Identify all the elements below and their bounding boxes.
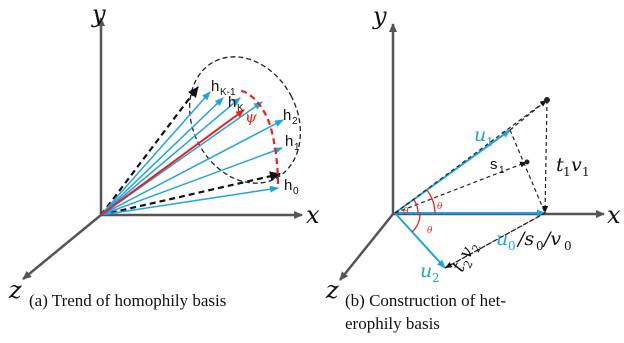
svg-text:u: u (496, 228, 508, 250)
theta-label-c: θ (427, 226, 433, 236)
label-t1v1: t 1 v 1 (556, 154, 590, 179)
axis-z-line-b (339, 213, 394, 281)
svg-text:h: h (211, 78, 219, 95)
svg-text:1: 1 (486, 135, 494, 149)
theta-arc-upper-outer (426, 189, 436, 214)
caption-a: (a) Trend of homophily basis (29, 291, 226, 310)
svg-text:2: 2 (432, 271, 440, 285)
dash-origin-to-top (394, 99, 548, 214)
svg-text:v: v (571, 154, 582, 176)
axis-z-label-b: z (325, 276, 339, 304)
svg-text:2: 2 (292, 116, 298, 127)
vector-u2 (394, 212, 446, 269)
axis-y-label-b: y (372, 2, 387, 30)
theta-label-b: θ (437, 202, 443, 212)
svg-text:s: s (490, 156, 498, 173)
vector-hK (100, 97, 224, 216)
svg-text:K-1: K-1 (220, 87, 236, 98)
trend-curve (237, 88, 280, 185)
cone-boundary-lower (100, 171, 281, 217)
dash-top-to-u0 (542, 99, 549, 214)
axis-z-line (22, 214, 102, 280)
svg-text:h: h (285, 133, 293, 150)
panel-a: y x z h K-1 h K ψ h 2 h 1 h 0 (a) Trend … (8, 0, 320, 310)
panel-b: θ θ θ y x z u 1 s 1 t 1 v 1 t 2 v 2 (325, 2, 621, 333)
label-hK-1: h K-1 (211, 78, 236, 98)
theta-arc-upper-inner (413, 199, 419, 214)
vector-hmid2 (100, 97, 241, 216)
vector-h1 (100, 147, 283, 216)
svg-text:h: h (228, 94, 236, 111)
svg-text:u: u (420, 260, 432, 282)
svg-text:0: 0 (293, 186, 299, 197)
svg-text:u: u (474, 124, 486, 146)
vector-red-psi (100, 109, 245, 216)
caption-b-line1: (b) Construction of het- (345, 291, 506, 310)
caption-b-line2: erophily basis (345, 314, 440, 333)
label-u1: u 1 (474, 124, 494, 149)
vector-h2 (100, 119, 284, 216)
svg-text:1: 1 (499, 165, 505, 176)
svg-text:0: 0 (508, 239, 516, 253)
svg-text:1: 1 (563, 165, 571, 179)
dash-u0-to-u2 (444, 212, 546, 269)
svg-text:t: t (556, 154, 564, 176)
theta-arc-lower (411, 212, 421, 233)
point-top (544, 97, 550, 103)
svg-text:h: h (284, 177, 292, 194)
dash-u1-to-top (509, 99, 548, 131)
theta-label-a: θ (403, 207, 409, 217)
dash-u1-to-u0 (509, 129, 546, 214)
axis-z-label: z (8, 276, 22, 304)
svg-text:/v: /v (542, 228, 561, 250)
label-h0: h 0 (284, 177, 299, 197)
svg-text:1: 1 (582, 165, 590, 179)
vector-h0 (100, 185, 279, 216)
svg-text:1: 1 (294, 142, 300, 153)
vector-hK-1 (100, 91, 211, 216)
svg-text:K: K (237, 103, 244, 114)
axis-x-label-b: x (607, 201, 621, 229)
svg-text:h: h (283, 107, 291, 124)
axis-y-label: y (91, 0, 106, 28)
label-t2v2: t 2 v 2 (448, 242, 484, 275)
label-psi: ψ (245, 108, 257, 126)
svg-text:0: 0 (536, 239, 544, 253)
label-u0-s0-v0: u 0 /s 0 /v 0 (496, 228, 572, 253)
svg-text:0: 0 (564, 239, 572, 253)
label-s1: s 1 (490, 156, 505, 176)
svg-text:/s: /s (516, 228, 534, 250)
label-hK: h K (228, 94, 244, 114)
label-h1: h 1 (285, 133, 300, 153)
dash-origin-to-s1 (394, 161, 528, 214)
label-u2: u 2 (420, 260, 440, 285)
point-s1 (524, 159, 530, 165)
cone-boundary-upper (100, 86, 199, 216)
axis-x-label: x (306, 201, 320, 229)
label-h2: h 2 (283, 107, 298, 127)
